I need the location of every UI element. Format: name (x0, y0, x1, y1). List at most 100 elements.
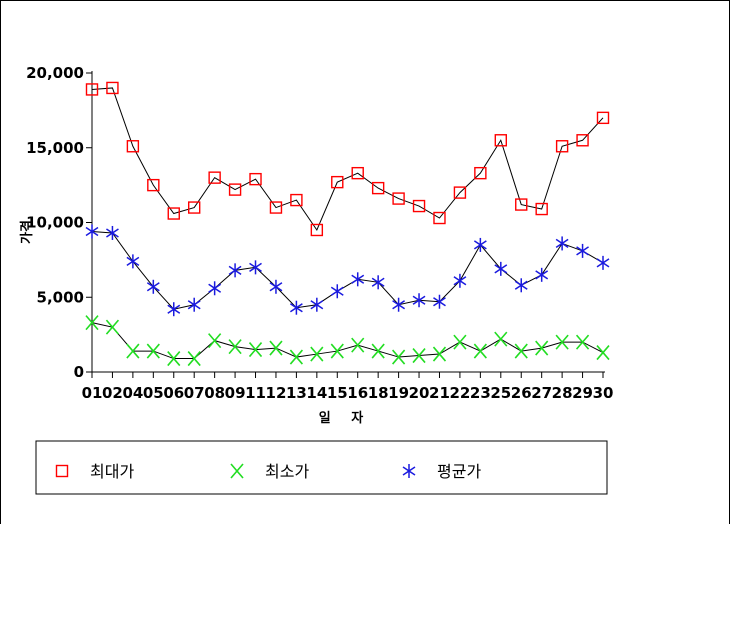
x-tick-label: 27 (531, 384, 552, 402)
data-point (371, 181, 385, 195)
data-point (85, 315, 99, 331)
data-point (126, 343, 140, 359)
data-point (85, 83, 99, 96)
data-point (453, 186, 467, 199)
data-point (330, 284, 344, 299)
series-line (91, 87, 604, 232)
legend-item-1: 최대가 (55, 462, 134, 481)
legend-box (35, 440, 608, 495)
data-point (596, 345, 610, 361)
data-point (514, 343, 528, 359)
data-point (146, 279, 160, 294)
data-point (351, 166, 364, 180)
y-axis-title: 가격 (20, 220, 35, 244)
data-point (105, 319, 120, 335)
data-point (126, 140, 140, 153)
data-point (310, 297, 324, 312)
data-point (596, 255, 610, 270)
x-tick-label: 16 (347, 384, 368, 402)
x-axis: 01 02 04 05 06 07 08 09 11 12 13 14 15 16 18 19 20 21 22 23… (82, 371, 614, 402)
x-axis-title: 일 자 (319, 411, 371, 426)
legend-label: 최대가 (90, 462, 134, 481)
x-tick-label: 12 (266, 384, 287, 402)
x-tick-label: 18 (368, 384, 389, 402)
x-tick-label: 07 (184, 384, 205, 402)
data-point (555, 334, 569, 350)
data-point (228, 263, 242, 278)
data-point (248, 342, 263, 358)
data-point (269, 340, 283, 356)
y-tick-label: 20,000 (26, 64, 84, 82)
data-point (392, 297, 406, 312)
data-point (535, 202, 548, 216)
data-point (514, 278, 528, 293)
data-point (208, 281, 222, 296)
data-point (494, 134, 507, 147)
data-point (575, 334, 590, 350)
data-point (351, 272, 365, 287)
x-tick-label: 22 (449, 384, 470, 402)
data-point (208, 333, 222, 349)
data-point (249, 260, 262, 275)
data-point (167, 351, 181, 367)
data-point (106, 81, 119, 95)
legend-marker (230, 463, 244, 479)
data-point (433, 294, 446, 309)
data-point (249, 172, 262, 186)
x-tick-label: 13 (286, 384, 307, 402)
data-point (228, 339, 242, 355)
data-point (187, 351, 201, 367)
data-point (310, 223, 324, 237)
data-point (494, 331, 508, 347)
series-line (91, 322, 604, 360)
data-point (208, 171, 221, 184)
data-point (310, 346, 324, 362)
data-point (167, 302, 181, 317)
data-point (515, 198, 528, 211)
data-point (391, 349, 406, 365)
x-tick-label: 04 (122, 384, 143, 402)
data-point (453, 273, 467, 288)
x-tick-label: 20 (409, 384, 430, 402)
data-point (412, 199, 426, 213)
y-tick-label: 5,000 (37, 288, 84, 306)
x-tick-label: 25 (490, 384, 511, 402)
legend-marker (55, 464, 69, 478)
data-point (392, 192, 405, 205)
x-tick-label: 28 (552, 384, 573, 402)
legend-label: 최소가 (265, 462, 309, 481)
series-line (91, 230, 604, 310)
data-point (494, 261, 508, 276)
data-point (331, 175, 344, 189)
series-3 (85, 224, 610, 317)
x-tick-label: 05 (143, 384, 164, 402)
data-point (474, 166, 487, 180)
data-point (290, 193, 303, 207)
data-point (228, 183, 242, 196)
series-1 (85, 81, 610, 237)
data-point (147, 178, 160, 192)
data-point (576, 134, 589, 147)
y-tick-label: 10,000 (26, 214, 84, 232)
x-tick-label: 26 (511, 384, 532, 402)
data-point (412, 348, 426, 364)
data-point (269, 279, 283, 294)
data-point (433, 211, 446, 225)
series-layer (85, 81, 610, 367)
x-tick-label: 06 (163, 384, 184, 402)
data-point (269, 201, 283, 214)
x-tick-label: 08 (204, 384, 225, 402)
x-tick-label: 01 (82, 384, 103, 402)
data-point (473, 237, 487, 252)
legend-label: 평균가 (437, 462, 481, 481)
data-point (555, 236, 569, 251)
series-2 (85, 315, 610, 367)
x-tick-label: 11 (245, 384, 266, 402)
x-tick-label: 29 (572, 384, 593, 402)
y-axis: 0 5,000 10,000 15,000 20,000 (26, 64, 93, 381)
x-tick-label: 30 (593, 384, 614, 402)
x-tick-label: 21 (429, 384, 450, 402)
data-point (576, 243, 589, 258)
data-point (85, 224, 99, 239)
